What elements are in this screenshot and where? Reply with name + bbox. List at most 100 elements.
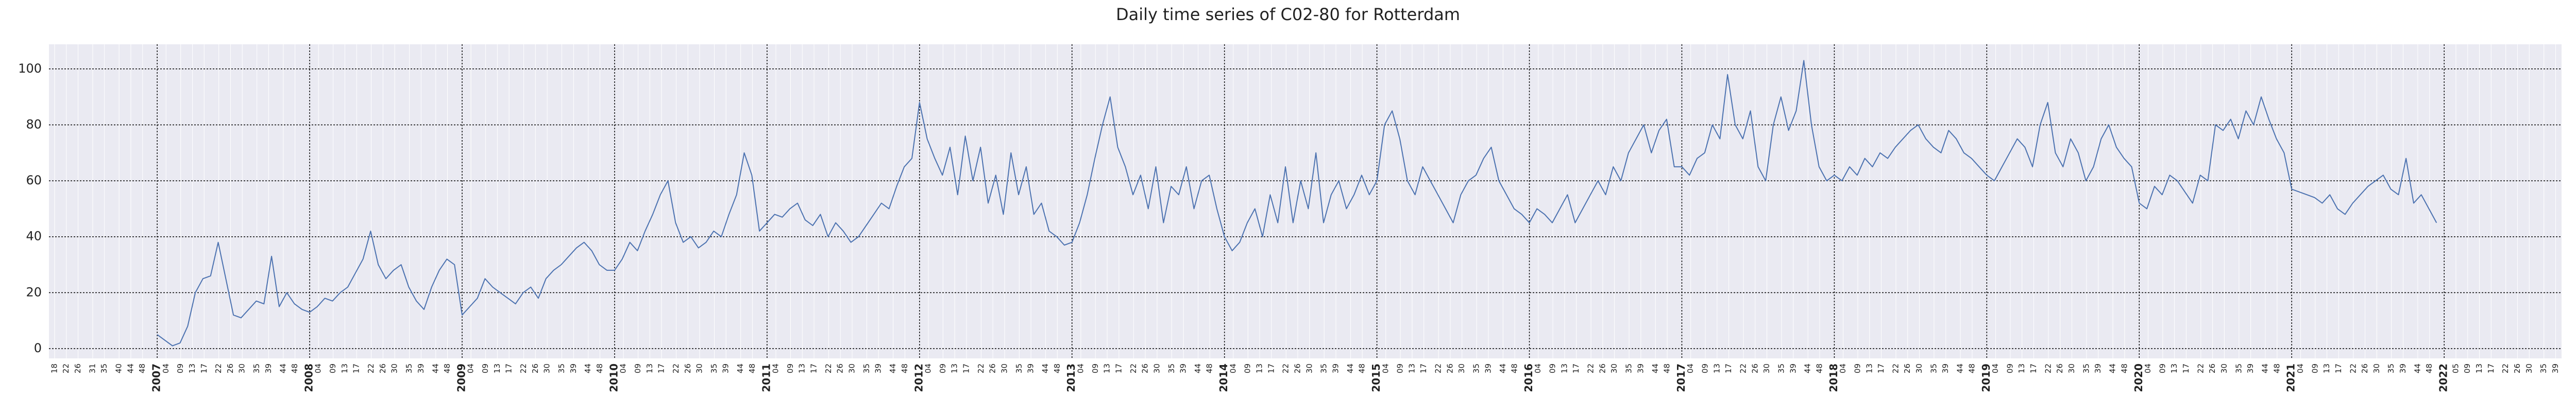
x-minor-tick-label: 13 xyxy=(2170,364,2179,373)
x-minor-tick-label: 48 xyxy=(138,364,147,373)
x-minor-tick-label: 09 xyxy=(2005,364,2014,373)
x-minor-tick-label: 04 xyxy=(923,364,933,373)
x-minor-tick-label: 26 xyxy=(378,364,387,373)
x-minor-tick-label: 30 xyxy=(1457,364,1466,373)
x-minor-tick-label: 17 xyxy=(657,364,666,373)
x-minor-tick-label: 26 xyxy=(1445,364,1454,373)
x-minor-tick-label: 18 xyxy=(49,364,59,373)
x-minor-tick-label: 39 xyxy=(569,364,578,373)
x-minor-tick-label: 26 xyxy=(988,364,997,373)
x-minor-tick-label: 22 xyxy=(61,364,71,373)
x-minor-tick-label: 26 xyxy=(1598,364,1607,373)
x-minor-tick-label: 39 xyxy=(1788,364,1798,373)
x-minor-tick-label: 48 xyxy=(1815,364,1824,373)
x-minor-tick-label: 13 xyxy=(1255,364,1264,373)
x-minor-tick-label: 09 xyxy=(1396,364,1405,373)
x-minor-tick-label: 04 xyxy=(1076,364,1085,373)
x-minor-tick-label: 39 xyxy=(1331,364,1340,373)
x-minor-tick-label: 35 xyxy=(1929,364,1938,373)
x-minor-tick-label: 31 xyxy=(88,364,97,373)
x-minor-tick-label: 39 xyxy=(1941,364,1950,373)
x-minor-tick-label: 17 xyxy=(352,364,361,373)
y-tick-label: 20 xyxy=(26,285,42,299)
x-minor-tick-label: 30 xyxy=(1762,364,1771,373)
x-minor-tick-label: 48 xyxy=(2120,364,2129,373)
x-minor-tick-label: 04 xyxy=(1686,364,1695,373)
x-minor-tick-label: 04 xyxy=(1533,364,1543,373)
x-minor-tick-label: 13 xyxy=(493,364,502,373)
x-minor-tick-label: 17 xyxy=(199,364,209,373)
x-minor-tick-label: 48 xyxy=(595,364,604,373)
x-minor-tick-label: 48 xyxy=(900,364,909,373)
x-minor-tick-label: 09 xyxy=(786,364,795,373)
x-tick-label: 2008 xyxy=(303,364,315,392)
x-minor-tick-label: 13 xyxy=(1712,364,1721,373)
x-minor-tick-label: 35 xyxy=(1167,364,1176,373)
x-minor-tick-label: 48 xyxy=(290,364,299,373)
x-minor-tick-label: 22 xyxy=(671,364,681,373)
x-tick-label: 2010 xyxy=(607,364,620,392)
x-minor-tick-label: 26 xyxy=(1750,364,1759,373)
x-minor-tick-label: 39 xyxy=(2398,364,2408,373)
x-minor-tick-label: 26 xyxy=(2208,364,2217,373)
x-minor-tick-label: 39 xyxy=(2246,364,2255,373)
x-minor-tick-label: 39 xyxy=(1636,364,1645,373)
x-minor-tick-label: 17 xyxy=(2486,364,2496,373)
x-minor-tick-label: 22 xyxy=(976,364,986,373)
x-minor-tick-label: 17 xyxy=(1724,364,1733,373)
x-minor-tick-label: 22 xyxy=(1586,364,1596,373)
x-minor-tick-label: 22 xyxy=(2348,364,2358,373)
x-minor-tick-label: 26 xyxy=(73,364,82,373)
x-minor-tick-label: 09 xyxy=(633,364,642,373)
x-minor-tick-label: 22 xyxy=(2043,364,2053,373)
x-minor-tick-label: 44 xyxy=(2260,364,2269,373)
x-minor-tick-label: 35 xyxy=(709,364,719,373)
x-minor-tick-label: 30 xyxy=(1304,364,1314,373)
x-minor-tick-label: 09 xyxy=(1548,364,1557,373)
x-minor-tick-label: 30 xyxy=(1609,364,1619,373)
series-line xyxy=(157,60,2437,347)
x-minor-tick-label: 17 xyxy=(1266,364,1276,373)
x-minor-tick-label: 26 xyxy=(836,364,845,373)
x-minor-tick-label: 17 xyxy=(1571,364,1581,373)
x-minor-tick-label: 35 xyxy=(1776,364,1786,373)
x-minor-tick-label: 04 xyxy=(1991,364,2000,373)
x-tick-label: 2019 xyxy=(1980,364,1992,392)
x-minor-tick-label: 26 xyxy=(226,364,235,373)
x-minor-tick-label: 30 xyxy=(390,364,399,373)
x-minor-tick-label: 09 xyxy=(176,364,185,373)
chart-title: Daily time series of C02-80 for Rotterda… xyxy=(1116,5,1460,24)
x-minor-tick-label: 35 xyxy=(2539,364,2548,373)
x-minor-tick-label: 39 xyxy=(1179,364,1188,373)
x-minor-tick-label: 30 xyxy=(2067,364,2076,373)
x-minor-tick-label: 30 xyxy=(2219,364,2229,373)
x-minor-tick-label: 48 xyxy=(1967,364,1976,373)
x-minor-tick-label: 26 xyxy=(683,364,692,373)
x-tick-label: 2015 xyxy=(1370,364,1382,392)
x-minor-tick-label: 09 xyxy=(1243,364,1252,373)
x-minor-tick-label: 44 xyxy=(278,364,287,373)
x-minor-tick-label: 35 xyxy=(1472,364,1481,373)
x-minor-tick-label: 04 xyxy=(1838,364,1848,373)
x-minor-tick-label: 44 xyxy=(126,364,135,373)
x-minor-tick-label: 09 xyxy=(2158,364,2167,373)
x-minor-tick-label: 13 xyxy=(1407,364,1416,373)
x-minor-tick-label: 09 xyxy=(1091,364,1100,373)
x-minor-tick-label: 39 xyxy=(2551,364,2560,373)
x-minor-tick-label: 09 xyxy=(2463,364,2472,373)
x-minor-tick-label: 30 xyxy=(847,364,856,373)
x-minor-tick-label: 35 xyxy=(862,364,871,373)
x-minor-tick-label: 35 xyxy=(252,364,261,373)
x-minor-tick-label: 35 xyxy=(404,364,414,373)
x-minor-tick-label: 17 xyxy=(961,364,971,373)
x-minor-tick-label: 04 xyxy=(314,364,323,373)
x-minor-tick-label: 17 xyxy=(809,364,818,373)
x-minor-tick-label: 26 xyxy=(2360,364,2369,373)
x-minor-tick-label: 44 xyxy=(2108,364,2117,373)
x-minor-tick-label: 09 xyxy=(1853,364,1862,373)
x-minor-tick-label: 44 xyxy=(1193,364,1202,373)
x-minor-tick-label: 48 xyxy=(1510,364,1519,373)
x-minor-tick-label: 44 xyxy=(1651,364,1660,373)
x-minor-tick-label: 30 xyxy=(2372,364,2381,373)
x-minor-tick-label: 44 xyxy=(1956,364,1965,373)
